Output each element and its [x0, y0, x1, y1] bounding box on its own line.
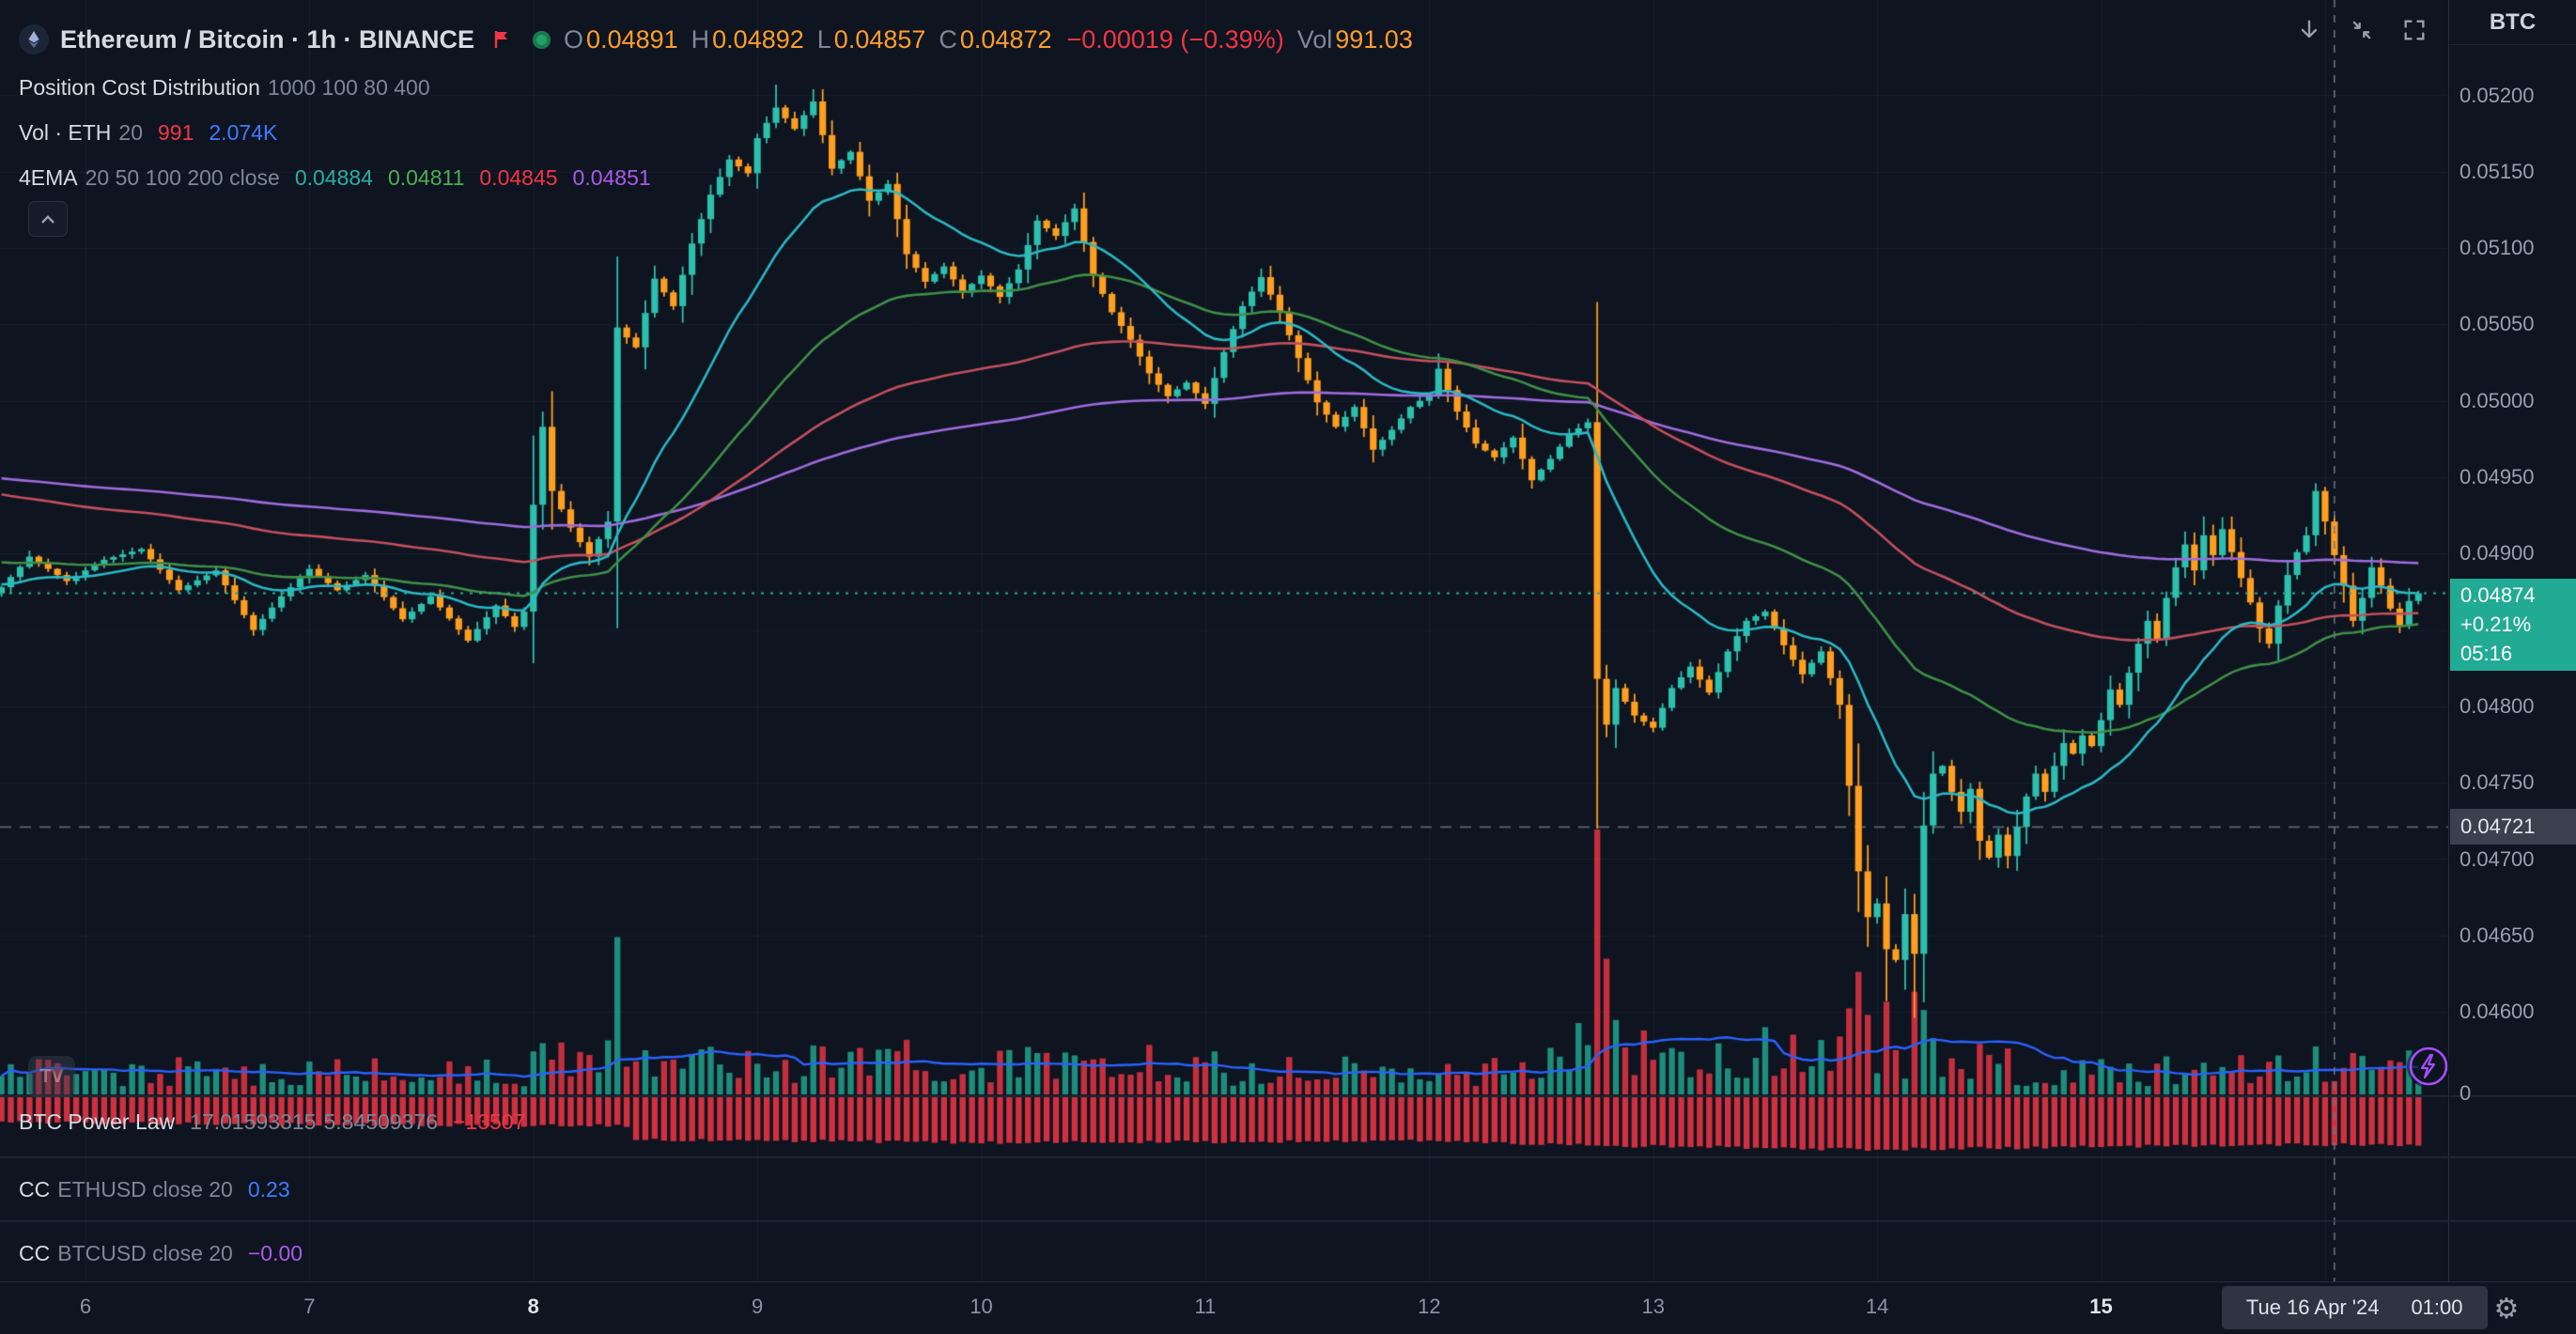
low-value: 0.04857 [833, 24, 926, 54]
price-axis-label: 0.04950 [2460, 465, 2535, 489]
close-label: C [939, 24, 957, 54]
time-axis-label: 8 [527, 1295, 539, 1318]
pane-collapse-icon[interactable] [2341, 9, 2382, 51]
pane-maximize-icon[interactable] [2394, 9, 2435, 51]
indicator-legend-4ema[interactable]: 4EMA 20 50 100 200 close 0.04884 0.04811… [19, 163, 651, 192]
price-axis-label: 0.04900 [2460, 541, 2535, 566]
cc-btcusd-value: −0.00 [247, 1240, 303, 1265]
ema50-value: 0.04811 [387, 164, 465, 190]
time-axis-label: 9 [752, 1295, 764, 1318]
price-axis-label: 0.05150 [2460, 159, 2535, 183]
indicator-legend-cc-ethusd[interactable]: CC ETHUSD close 20 0.23 [19, 1176, 290, 1202]
volume-ma-value: 2.074K [209, 119, 278, 145]
current-price-badge: 0.04874 +0.21% 05:16 [2450, 578, 2576, 671]
indicator-legend-volume[interactable]: Vol · ETH 20 991 2.074K [19, 118, 277, 147]
high-label: H [691, 24, 710, 54]
lightning-bolt-button[interactable] [2407, 1045, 2450, 1088]
price-axis-label: 0.04600 [2460, 1000, 2535, 1024]
indicator-name: Vol · ETH [19, 119, 112, 145]
time-axis-label: 10 [970, 1295, 993, 1318]
time-axis-label: 6 [79, 1295, 92, 1318]
indicator-name: CC [19, 1240, 51, 1265]
ema20-value: 0.04884 [294, 164, 373, 190]
price-axis-label: 0.04650 [2460, 923, 2535, 947]
open-label: O [564, 24, 584, 54]
time-axis-label: 14 [1865, 1295, 1889, 1318]
low-label: L [816, 24, 831, 54]
indicator-legend-position-cost[interactable]: Position Cost Distribution 1000 100 80 4… [19, 73, 430, 101]
indicator-name: CC [19, 1176, 51, 1202]
indicator-legend-cc-btcusd[interactable]: CC BTCUSD close 20 −0.00 [19, 1240, 303, 1266]
crosshair-time: 01:00 [2411, 1295, 2463, 1319]
open-value: 0.04891 [586, 24, 678, 54]
price-axis-label: 0.04750 [2460, 770, 2535, 795]
change-value: −0.00019 (−0.39%) [1066, 24, 1284, 54]
time-axis-label: 11 [1194, 1295, 1217, 1318]
volume-value: 991.03 [1335, 24, 1413, 54]
indicator-params: 20 50 100 200 close [85, 164, 280, 190]
power-law-value-1: 17.01593315 [190, 1109, 317, 1134]
price-axis-label: 0.05000 [2460, 388, 2535, 412]
tradingview-logo: TV [28, 1056, 75, 1097]
symbol-title: Ethereum / Bitcoin · 1h · BINANCE [60, 24, 475, 54]
time-scale-settings-gear-icon[interactable]: ⚙ [2488, 1290, 2525, 1327]
price-axis-label: 0.04800 [2460, 693, 2535, 718]
ema100-value: 0.04845 [479, 164, 558, 190]
time-axis-label: 13 [1641, 1295, 1665, 1318]
crosshair-date-badge: Tue 16 Apr '24 01:00 [2221, 1286, 2488, 1329]
indicator-name: 4EMA [19, 164, 78, 190]
power-law-value-2: 5.84509376 [323, 1109, 438, 1134]
symbol-legend[interactable]: Ethereum / Bitcoin · 1h · BINANCE O 0.048… [19, 21, 1413, 58]
legend-collapse-button[interactable] [28, 201, 68, 237]
price-unit-button[interactable]: BTC [2449, 0, 2576, 45]
crosshair-date: Tue 16 Apr '24 [2245, 1295, 2380, 1319]
price-axis-label: 0.04700 [2460, 846, 2535, 871]
time-scale[interactable]: 6 7 8 9 10 11 12 13 14 15 Tue 16 Apr '24 01:00 ⚙ [0, 1281, 2576, 1334]
price-axis-label: 0.05050 [2460, 312, 2535, 336]
volume-current: 991 [158, 119, 194, 145]
cc-ethusd-value: 0.23 [247, 1176, 290, 1202]
indicator-legend-power-law[interactable]: BTC Power Law 17.01593315 5.84509376 −13… [19, 1109, 525, 1135]
market-status-icon[interactable] [533, 30, 551, 49]
pane-move-down-button[interactable] [2289, 9, 2330, 51]
volume-label: Vol [1296, 24, 1333, 54]
volume-zero-label: 0 [2460, 1081, 2472, 1105]
flag-icon[interactable] [491, 28, 514, 51]
time-axis-label: 15 [2089, 1295, 2113, 1318]
current-price-value: 0.04874 [2460, 582, 2536, 607]
close-value: 0.04872 [959, 24, 1052, 54]
indicator-params: ETHUSD close 20 [57, 1176, 233, 1202]
indicator-params: BTCUSD close 20 [57, 1240, 233, 1265]
indicator-name: Position Cost Distribution [19, 74, 260, 100]
symbol-logo-icon [19, 24, 49, 54]
price-axis-label: 0.05100 [2460, 236, 2535, 260]
bar-countdown: 05:16 [2460, 641, 2513, 665]
high-value: 0.04892 [712, 24, 804, 54]
price-scale[interactable]: BTC 0.05200 0.05150 0.05100 0.05050 0.05000 0… [2448, 0, 2576, 1281]
level-price-badge: 0.04721 [2450, 809, 2576, 845]
indicator-params: 20 [118, 119, 144, 145]
price-axis-label: 0.05200 [2460, 83, 2535, 107]
time-axis-label: 7 [303, 1295, 316, 1318]
power-law-value-3: −13507 [453, 1109, 526, 1134]
ema200-value: 0.04851 [572, 164, 651, 190]
indicator-params: 1000 100 80 400 [267, 74, 430, 100]
indicator-name: BTC Power Law [19, 1109, 176, 1134]
time-axis-label: 12 [1418, 1295, 1441, 1318]
current-price-change: +0.21% [2460, 612, 2532, 636]
